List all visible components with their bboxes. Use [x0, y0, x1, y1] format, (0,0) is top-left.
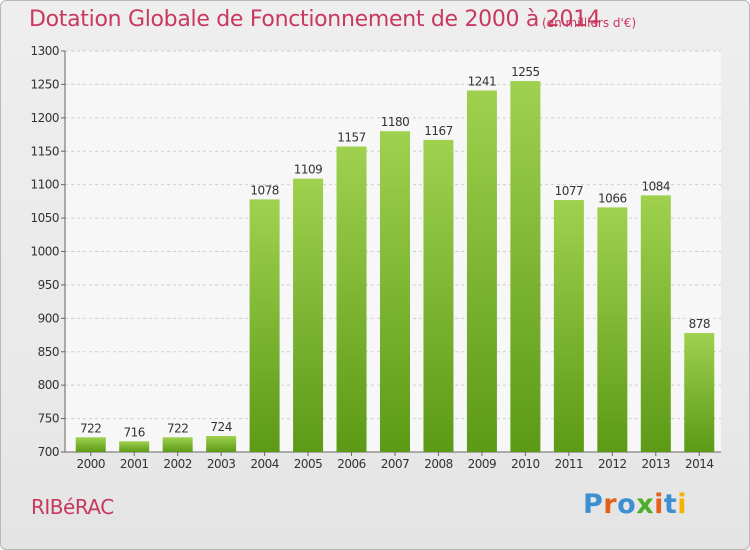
chart-subtitle: (en milliers d'€) [542, 16, 637, 30]
x-tick-label: 2014 [685, 457, 714, 471]
x-tick-label: 2006 [337, 457, 366, 471]
x-tick-label: 2013 [642, 457, 671, 471]
y-tick-label: 1100 [30, 178, 59, 192]
bar-2004 [249, 199, 280, 452]
data-label: 1084 [642, 179, 671, 193]
bar-2010 [510, 81, 541, 452]
logo-letter: x [636, 489, 655, 520]
y-tick-label: 850 [38, 345, 59, 359]
data-label: 1077 [555, 184, 584, 198]
data-label: 722 [80, 421, 101, 435]
bar-2002 [162, 437, 193, 452]
bar-2007 [380, 131, 410, 452]
logo-letter: r [603, 489, 618, 520]
x-tick-label: 2009 [468, 457, 497, 471]
y-tick-label: 1000 [30, 245, 59, 259]
y-tick-label: 1150 [30, 144, 59, 158]
x-tick-label: 2000 [76, 457, 105, 471]
bar-2001 [119, 441, 150, 452]
data-label: 722 [167, 421, 188, 435]
y-tick-label: 750 [38, 412, 59, 426]
bar-2003 [206, 435, 237, 452]
y-tick-label: 700 [38, 445, 59, 459]
data-label: 1109 [294, 163, 323, 177]
bar-2012 [597, 207, 628, 452]
logo-letter: i [677, 489, 688, 520]
data-label: 1078 [250, 183, 279, 197]
bar-2014 [684, 333, 715, 452]
logo-letter: i [654, 489, 664, 520]
y-tick-label: 1200 [30, 111, 59, 125]
town-name: RIBéRAC [31, 495, 114, 519]
bar-2006 [336, 146, 367, 453]
proxiti-logo: Proxiti [583, 489, 687, 520]
data-label: 1157 [337, 131, 366, 145]
chart-title: Dotation Globale de Fonctionnement de 20… [29, 7, 601, 32]
data-label: 1167 [424, 124, 453, 138]
y-tick-label: 900 [38, 311, 59, 325]
y-tick-label: 1050 [30, 211, 59, 225]
data-label: 1241 [468, 74, 497, 88]
data-label: 724 [210, 420, 231, 434]
x-tick-label: 2011 [555, 457, 584, 471]
logo-letter: t [663, 489, 678, 520]
x-tick-label: 2008 [424, 457, 453, 471]
bar-2009 [466, 90, 497, 452]
bar-2013 [640, 195, 671, 453]
y-tick-label: 1250 [30, 77, 59, 91]
x-tick-label: 2004 [250, 457, 279, 471]
y-tick-label: 800 [38, 378, 59, 392]
x-tick-label: 2001 [120, 457, 149, 471]
y-tick-label: 950 [38, 278, 59, 292]
data-label: 716 [123, 425, 144, 439]
x-tick-label: 2007 [381, 457, 410, 471]
logo-letter: P [583, 489, 604, 520]
bar-2011 [553, 200, 584, 452]
data-label: 1066 [598, 191, 627, 205]
data-label: 878 [689, 317, 710, 331]
data-label: 1180 [381, 115, 410, 129]
x-tick-label: 2005 [294, 457, 323, 471]
x-tick-label: 2012 [598, 457, 627, 471]
bar-2000 [75, 437, 106, 452]
data-label: 1255 [511, 65, 540, 79]
bar-2008 [423, 139, 454, 452]
bar-2005 [293, 178, 324, 452]
x-tick-label: 2002 [163, 457, 192, 471]
y-tick-label: 1300 [30, 44, 59, 58]
logo-letter: o [617, 489, 637, 520]
x-tick-label: 2003 [207, 457, 236, 471]
x-tick-label: 2010 [511, 457, 540, 471]
